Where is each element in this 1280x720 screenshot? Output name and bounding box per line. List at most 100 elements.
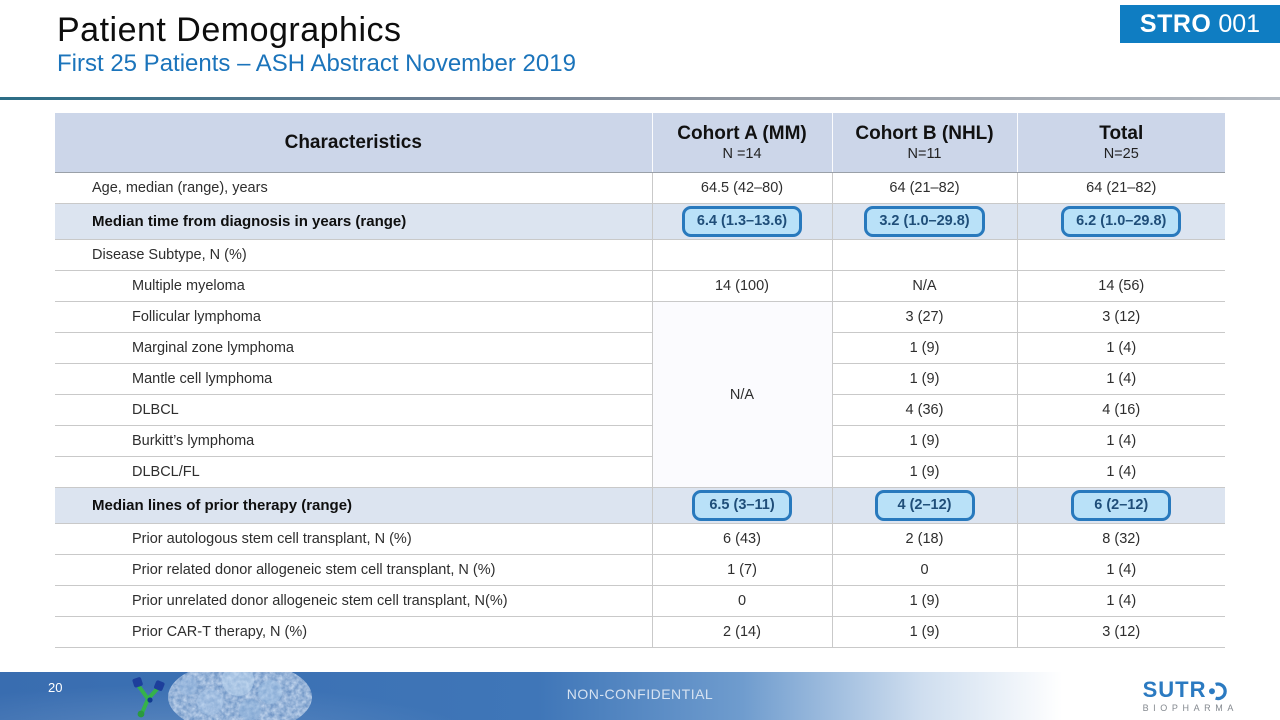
value-cell: 6 (43) [651,523,832,555]
merged-na-cell: N/A [651,301,832,488]
badge-program-number: 001 [1218,9,1261,38]
table-header-row: Characteristics Cohort A (MM) N =14 Coho… [55,113,1225,173]
value-cell: 3 (12) [1016,616,1225,648]
page-subtitle: First 25 Patients – ASH Abstract Novembe… [57,49,576,77]
table-row: Prior unrelated donor allogeneic stem ce… [55,585,1225,617]
highlighted-value-box: 6.5 (3–11) [692,490,792,521]
value-cell: 8 (32) [1016,523,1225,555]
table-row: Mantle cell lymphoma 1 (9) 1 (4) [55,363,1225,395]
slide-header: Patient Demographics First 25 Patients –… [57,12,576,77]
value-cell: 1 (7) [651,554,832,586]
column-header-label: Cohort A (MM) [677,123,807,144]
value-cell: 64.5 (42–80) [651,172,832,204]
row-label: Follicular lymphoma [55,301,652,333]
ribosome-image [110,661,320,720]
highlighted-value-box: 6.2 (1.0–29.8) [1061,206,1182,237]
value-cell: 64 (21–82) [1016,172,1225,204]
column-header-cohort-b: Cohort B (NHL) N=11 [831,113,1017,173]
value-cell: 1 (9) [831,585,1017,617]
footer-band: 20 [0,661,1280,720]
value-cell: 1 (4) [1016,363,1225,395]
column-header-n: N =14 [722,146,762,162]
column-header-characteristics: Characteristics [55,113,652,173]
value-cell: 1 (4) [1016,585,1225,617]
table-row: Prior related donor allogeneic stem cell… [55,554,1225,586]
row-label: Multiple myeloma [55,270,652,302]
value-cell: 1 (9) [831,332,1017,364]
value-cell: 14 (56) [1016,270,1225,302]
header-divider [0,97,1280,100]
value-cell: 6.4 (1.3–13.6) [651,203,832,240]
row-label: Prior unrelated donor allogeneic stem ce… [55,585,652,617]
value-cell: 2 (14) [651,616,832,648]
value-cell: 64 (21–82) [831,172,1017,204]
row-label: Median lines of prior therapy (range) [55,487,652,524]
value-cell: 1 (9) [831,425,1017,457]
value-cell [651,239,832,271]
logo-wordmark: SUTR [1142,677,1207,702]
value-cell: 3 (12) [1016,301,1225,333]
value-cell: 14 (100) [651,270,832,302]
row-label: Marginal zone lymphoma [55,332,652,364]
row-label: DLBCL [55,394,652,426]
value-cell: 1 (4) [1016,456,1225,488]
value-cell: 0 [831,554,1017,586]
table-row: Median time from diagnosis in years (ran… [55,203,1225,240]
value-cell: 6.2 (1.0–29.8) [1016,203,1225,240]
antibody-icon [132,677,165,718]
column-header-label: Cohort B (NHL) [855,123,994,144]
value-cell: N/A [831,270,1017,302]
highlighted-value-box: 4 (2–12) [874,490,975,521]
value-cell [831,239,1017,271]
value-cell: 1 (9) [831,456,1017,488]
value-cell [1016,239,1225,271]
row-label: Mantle cell lymphoma [55,363,652,395]
column-header-n: N=25 [1103,146,1139,162]
column-header-total: Total N=25 [1016,113,1225,173]
logo-subtext: BIOPHARMA [1142,703,1238,713]
column-header-cohort-a: Cohort A (MM) N =14 [651,113,832,173]
value-cell: 1 (4) [1016,332,1225,364]
highlighted-value-box: 6 (2–12) [1071,490,1172,521]
highlighted-value-box: 3.2 (1.0–29.8) [864,206,985,237]
table-row: DLBCL 4 (36) 4 (16) [55,394,1225,426]
logo-o-mark [1209,681,1228,700]
table-row: Prior CAR-T therapy, N (%) 2 (14) 1 (9) 3 (… [55,616,1225,648]
sutro-logo: SUTR BIOPHARMA [1142,677,1238,714]
value-cell: 3.2 (1.0–29.8) [831,203,1017,240]
column-header-label: Total [1099,123,1144,144]
table-row: Marginal zone lymphoma 1 (9) 1 (4) [55,332,1225,364]
stro-001-badge: STRO 001 [1120,5,1280,43]
confidentiality-label: NON-CONFIDENTIAL [566,686,714,702]
table-row: DLBCL/FL 1 (9) 1 (4) [55,456,1225,488]
value-cell: 6.5 (3–11) [651,487,832,524]
value-cell: 4 (2–12) [831,487,1017,524]
value-cell: 6 (2–12) [1016,487,1225,524]
row-label: Disease Subtype, N (%) [55,239,652,271]
row-label: DLBCL/FL [55,456,652,488]
value-cell: 1 (9) [831,363,1017,395]
table-row: Multiple myeloma 14 (100) N/A 14 (56) [55,270,1225,302]
value-cell: 3 (27) [831,301,1017,333]
table-row: Age, median (range), years 64.5 (42–80) 64… [55,172,1225,204]
value-cell: 1 (9) [831,616,1017,648]
page-title: Patient Demographics [57,11,402,49]
highlighted-value-box: 6.4 (1.3–13.6) [681,206,803,237]
table-row: Burkitt’s lymphoma 1 (9) 1 (4) [55,425,1225,457]
badge-program-name: STRO [1139,9,1212,38]
table-row: Prior autologous stem cell transplant, N… [55,523,1225,555]
row-label: Prior CAR-T therapy, N (%) [55,616,652,648]
row-label: Prior autologous stem cell transplant, N… [55,523,652,555]
row-label: Prior related donor allogeneic stem cell… [55,554,652,586]
value-cell: 4 (36) [831,394,1017,426]
value-cell: 1 (4) [1016,425,1225,457]
demographics-table: Characteristics Cohort A (MM) N =14 Coho… [55,113,1225,648]
table-row: Disease Subtype, N (%) [55,239,1225,271]
page-number: 20 [48,680,63,695]
table-row: Median lines of prior therapy (range) 6.5… [55,487,1225,524]
value-cell: 4 (16) [1016,394,1225,426]
value-cell: 2 (18) [831,523,1017,555]
table-row: Follicular lymphoma N/A 3 (27) 3 (12) [55,301,1225,488]
row-label: Median time from diagnosis in years (ran… [55,203,652,240]
